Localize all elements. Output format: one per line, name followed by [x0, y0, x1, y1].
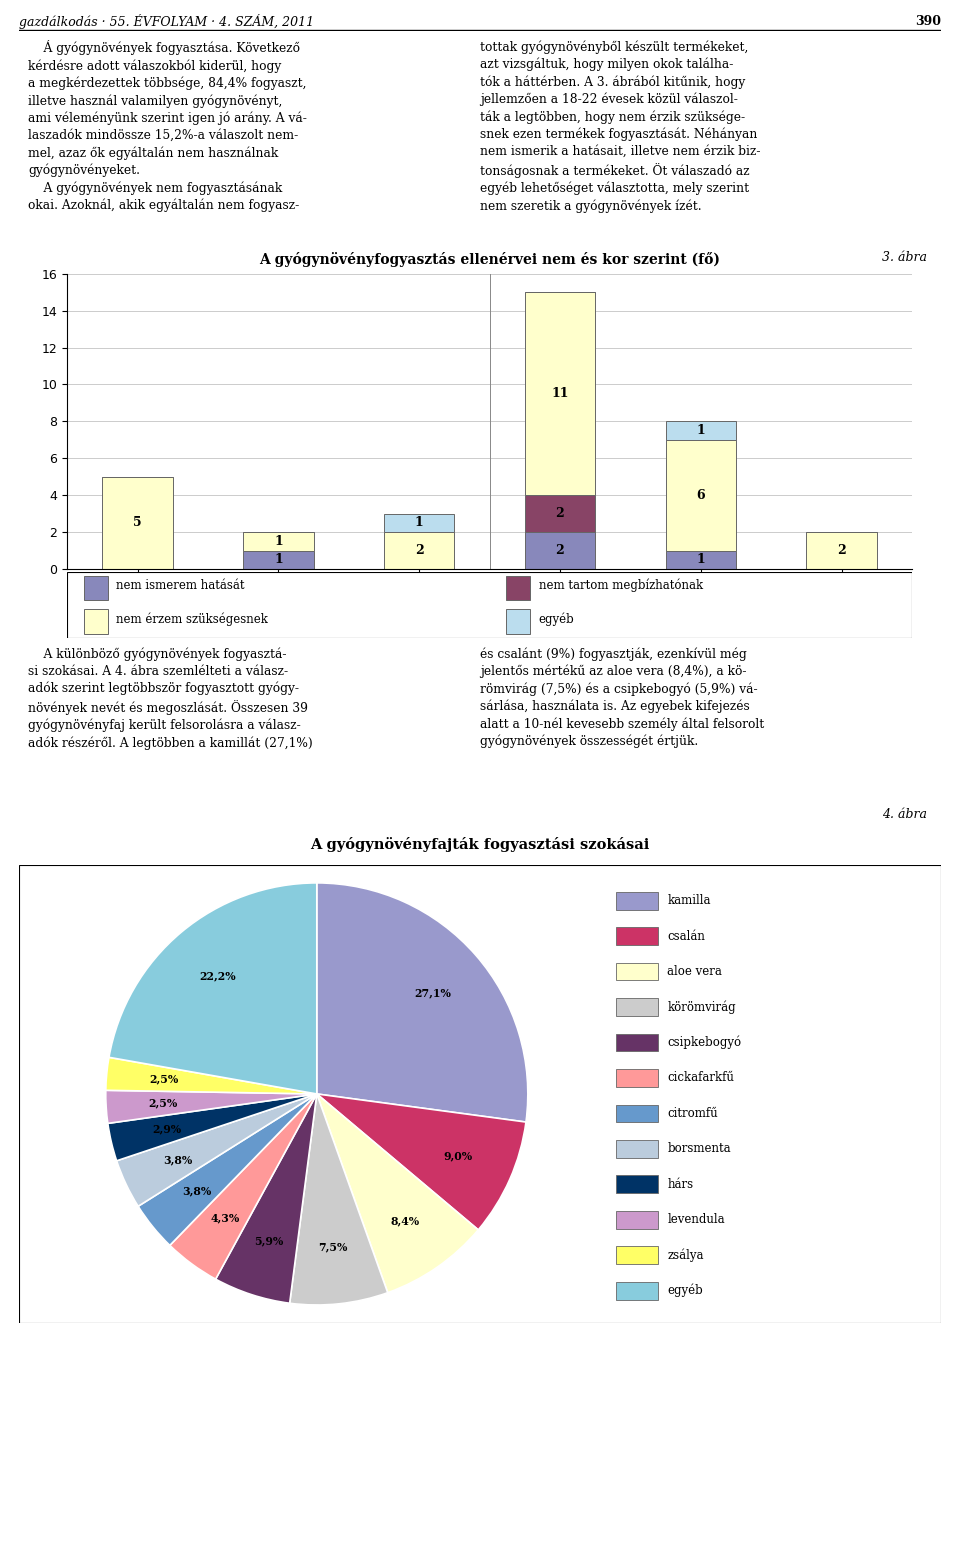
- Text: A gyógynövényfajták fogyasztási szokásai: A gyógynövényfajták fogyasztási szokásai: [310, 837, 650, 852]
- Bar: [103, 477, 173, 569]
- Text: tottak gyógynövényből készült termékeket,
azt vizsgáltuk, hogy milyen okok talál: tottak gyógynövényből készült termékeket…: [480, 40, 760, 213]
- FancyBboxPatch shape: [616, 1070, 658, 1087]
- Text: 2,5%: 2,5%: [149, 1073, 178, 1085]
- Wedge shape: [138, 1095, 317, 1246]
- Text: A különböző gyógynövények fogyasztá-
si szokásai. A 4. ábra szemlélteti a válasz: A különböző gyógynövények fogyasztá- si …: [29, 647, 313, 750]
- Text: 3. ábra: 3. ábra: [882, 250, 927, 264]
- FancyBboxPatch shape: [616, 1034, 658, 1051]
- Text: 22,2%: 22,2%: [200, 970, 236, 981]
- FancyBboxPatch shape: [616, 1104, 658, 1123]
- Text: citromfű: citromfű: [667, 1107, 718, 1120]
- Text: 1: 1: [696, 554, 706, 566]
- FancyBboxPatch shape: [616, 1281, 658, 1300]
- FancyBboxPatch shape: [67, 572, 912, 638]
- Wedge shape: [106, 1090, 317, 1123]
- Text: hárs: hárs: [667, 1177, 694, 1191]
- FancyBboxPatch shape: [616, 1247, 658, 1264]
- Text: 27,1%: 27,1%: [415, 987, 451, 998]
- Text: 5,9%: 5,9%: [254, 1235, 284, 1246]
- Wedge shape: [170, 1095, 317, 1280]
- Text: 2,5%: 2,5%: [149, 1098, 178, 1109]
- Bar: [384, 532, 454, 569]
- FancyBboxPatch shape: [616, 927, 658, 945]
- Wedge shape: [116, 1095, 317, 1207]
- Text: 2,9%: 2,9%: [153, 1124, 181, 1135]
- Text: borsmenta: borsmenta: [667, 1143, 732, 1155]
- FancyBboxPatch shape: [616, 998, 658, 1015]
- Text: 1: 1: [274, 554, 283, 566]
- Text: 1: 1: [415, 516, 423, 529]
- Text: 2: 2: [837, 544, 846, 557]
- Text: gazdálkodás · 55. ÉVFOLYAM · 4. SZÁM, 2011: gazdálkodás · 55. ÉVFOLYAM · 4. SZÁM, 20…: [19, 14, 314, 30]
- Text: 390: 390: [915, 16, 941, 28]
- FancyBboxPatch shape: [84, 610, 108, 634]
- Text: nem ismerem hatását: nem ismerem hatását: [116, 578, 245, 592]
- FancyBboxPatch shape: [616, 963, 658, 981]
- Title: A gyógynövényfogyasztás ellenérvei nem és kor szerint (fő): A gyógynövényfogyasztás ellenérvei nem é…: [259, 252, 720, 267]
- Text: 3,8%: 3,8%: [163, 1154, 192, 1165]
- Text: csipkebogyó: csipkebogyó: [667, 1036, 742, 1050]
- Bar: [806, 532, 876, 569]
- Wedge shape: [317, 1095, 526, 1230]
- Text: és csalánt (9%) fogyasztják, ezenkívül még
jelentős mértékű az aloe vera (8,4%),: és csalánt (9%) fogyasztják, ezenkívül m…: [480, 647, 764, 748]
- Text: nem érzem szükségesnek: nem érzem szükségesnek: [116, 613, 268, 627]
- Text: 3,8%: 3,8%: [182, 1185, 212, 1196]
- Wedge shape: [290, 1095, 388, 1305]
- FancyBboxPatch shape: [616, 1176, 658, 1193]
- Text: 4,3%: 4,3%: [211, 1213, 240, 1224]
- Bar: [243, 532, 314, 550]
- Bar: [665, 421, 736, 440]
- Text: csalán: csalán: [667, 930, 706, 942]
- Text: 11: 11: [551, 387, 568, 400]
- FancyBboxPatch shape: [19, 865, 941, 1323]
- Bar: [665, 440, 736, 550]
- Text: zsálya: zsálya: [667, 1249, 704, 1263]
- Text: levendula: levendula: [667, 1213, 725, 1227]
- FancyBboxPatch shape: [616, 1211, 658, 1228]
- Text: 1: 1: [696, 425, 706, 437]
- Text: 5: 5: [133, 516, 142, 529]
- FancyBboxPatch shape: [507, 610, 530, 634]
- Text: 8,4%: 8,4%: [390, 1214, 420, 1225]
- Text: 6: 6: [697, 488, 705, 502]
- Text: 1: 1: [274, 535, 283, 547]
- Text: 7,5%: 7,5%: [319, 1241, 348, 1253]
- Text: 9,0%: 9,0%: [444, 1151, 472, 1162]
- Wedge shape: [108, 1095, 317, 1160]
- Bar: [525, 292, 595, 496]
- Text: egyéb: egyéb: [667, 1284, 704, 1297]
- Text: 4. ábra: 4. ábra: [882, 807, 927, 821]
- Wedge shape: [106, 1057, 317, 1095]
- Text: körömvirág: körömvirág: [667, 1000, 736, 1014]
- Bar: [384, 513, 454, 532]
- Text: nem tartom megbízhatónak: nem tartom megbízhatónak: [539, 578, 703, 592]
- Wedge shape: [317, 883, 528, 1123]
- Bar: [525, 496, 595, 532]
- Bar: [243, 550, 314, 569]
- Wedge shape: [216, 1095, 317, 1303]
- Text: 2: 2: [415, 544, 423, 557]
- Wedge shape: [317, 1095, 478, 1292]
- FancyBboxPatch shape: [84, 575, 108, 600]
- Text: egyéb: egyéb: [539, 613, 574, 627]
- FancyBboxPatch shape: [616, 893, 658, 910]
- FancyBboxPatch shape: [616, 1140, 658, 1158]
- Wedge shape: [109, 883, 317, 1095]
- FancyBboxPatch shape: [507, 575, 530, 600]
- Text: 2: 2: [556, 544, 564, 557]
- Text: Á gyógynövények fogyasztása. Következő
kérdésre adott válaszokból kiderül, hogy
: Á gyógynövények fogyasztása. Következő k…: [29, 40, 307, 211]
- Text: aloe vera: aloe vera: [667, 966, 722, 978]
- Bar: [525, 532, 595, 569]
- Text: 2: 2: [556, 507, 564, 521]
- Text: kamilla: kamilla: [667, 894, 711, 907]
- Bar: [665, 550, 736, 569]
- Text: cickafarkfű: cickafarkfű: [667, 1071, 734, 1084]
